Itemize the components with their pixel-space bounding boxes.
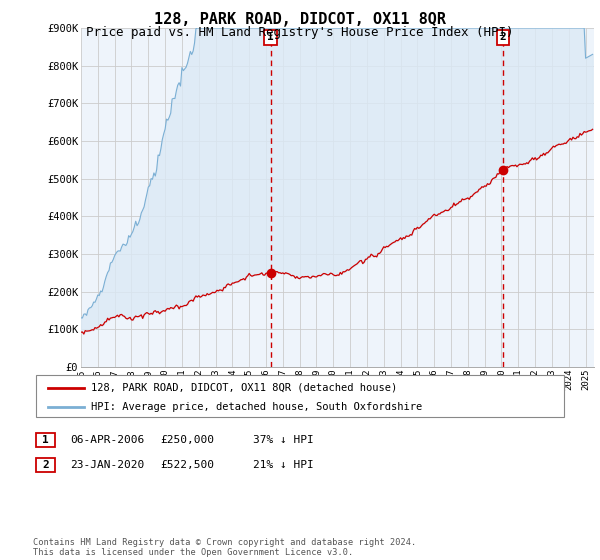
Text: 128, PARK ROAD, DIDCOT, OX11 8QR: 128, PARK ROAD, DIDCOT, OX11 8QR: [154, 12, 446, 27]
Text: Price paid vs. HM Land Registry's House Price Index (HPI): Price paid vs. HM Land Registry's House …: [86, 26, 514, 39]
Text: Contains HM Land Registry data © Crown copyright and database right 2024.
This d: Contains HM Land Registry data © Crown c…: [33, 538, 416, 557]
Text: 2: 2: [42, 460, 49, 470]
Text: £250,000: £250,000: [160, 435, 214, 445]
Text: 23-JAN-2020: 23-JAN-2020: [70, 460, 145, 470]
Text: 37% ↓ HPI: 37% ↓ HPI: [253, 435, 314, 445]
Text: 21% ↓ HPI: 21% ↓ HPI: [253, 460, 314, 470]
Text: HPI: Average price, detached house, South Oxfordshire: HPI: Average price, detached house, Sout…: [91, 402, 422, 412]
Text: £522,500: £522,500: [160, 460, 214, 470]
Text: 2: 2: [499, 32, 506, 43]
Text: 06-APR-2006: 06-APR-2006: [70, 435, 145, 445]
Text: 128, PARK ROAD, DIDCOT, OX11 8QR (detached house): 128, PARK ROAD, DIDCOT, OX11 8QR (detach…: [91, 383, 397, 393]
Text: 1: 1: [267, 32, 274, 43]
Text: 1: 1: [42, 435, 49, 445]
